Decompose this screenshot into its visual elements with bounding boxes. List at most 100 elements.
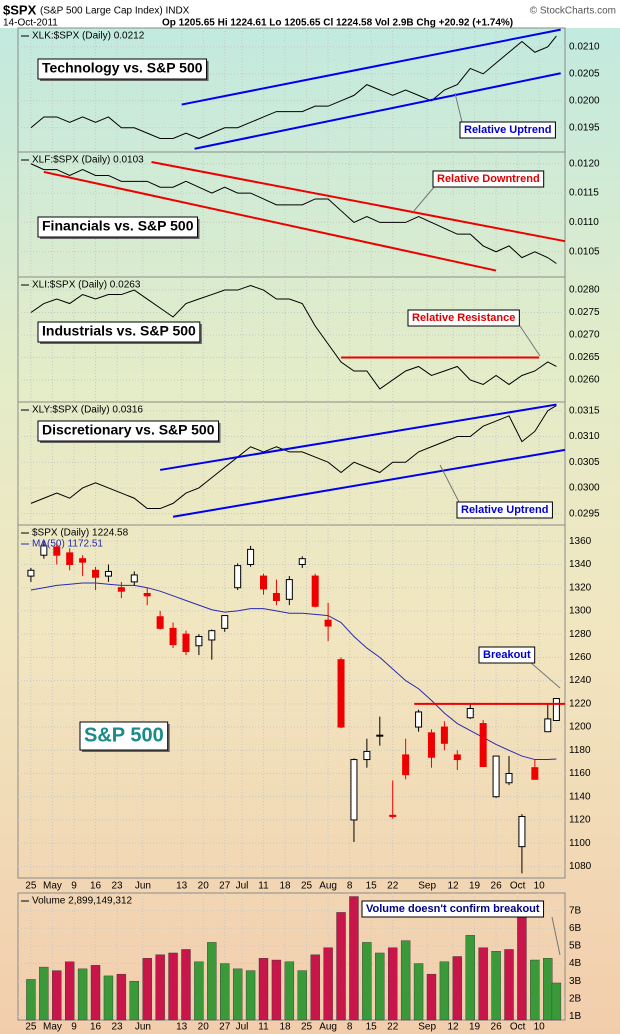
y-tick-label: 0.0295 xyxy=(569,508,600,519)
annotation-box xyxy=(361,900,545,918)
volume-bar xyxy=(323,947,333,1021)
volume-bar xyxy=(400,940,411,1021)
candle-body xyxy=(311,575,319,607)
volume-bar xyxy=(103,975,114,1021)
candle-body xyxy=(182,633,190,653)
title-box xyxy=(37,58,208,80)
trendline xyxy=(172,448,566,518)
trendline xyxy=(181,28,561,106)
volume-bar xyxy=(271,959,282,1021)
x-tick-label: Jun xyxy=(135,1022,151,1033)
x-tick-label: 23 xyxy=(112,1022,124,1033)
y-tick-label: 0.0280 xyxy=(569,285,600,296)
annotation: Relative Downtrend xyxy=(437,173,540,185)
candle-body xyxy=(363,750,371,761)
volume-bar xyxy=(439,961,450,1021)
y-tick-label: 4B xyxy=(569,958,582,969)
y-tick-label: 0.0310 xyxy=(569,431,600,442)
candle-body xyxy=(117,587,125,592)
trendline xyxy=(43,170,497,272)
trendline xyxy=(194,72,561,150)
volume-bar xyxy=(168,952,178,1021)
panel-label: XLI:$SPX (Daily) 0.0263 xyxy=(32,280,141,291)
panel-title: Technology vs. S&P 500 xyxy=(42,60,203,76)
volume-bar xyxy=(52,970,62,1021)
candle-body xyxy=(337,659,345,728)
x-tick-label: Oct xyxy=(510,1022,526,1033)
x-tick-label: 19 xyxy=(469,881,481,892)
y-tick-label: 1220 xyxy=(569,698,592,709)
x-tick-label: 12 xyxy=(447,1022,459,1033)
y-tick-label: 0.0270 xyxy=(569,330,600,341)
x-tick-label: Jul xyxy=(236,1022,249,1033)
candle-body xyxy=(479,723,487,768)
x-tick-label: 13 xyxy=(176,881,188,892)
x-tick-label: 25 xyxy=(301,881,313,892)
ratio-line xyxy=(30,35,557,140)
volume-bar xyxy=(478,947,488,1021)
candle-body xyxy=(324,619,332,627)
x-tick-label: Sep xyxy=(418,881,436,892)
volume-bar xyxy=(452,956,463,1021)
volume-bar xyxy=(551,982,562,1021)
panel-title: Discretionary vs. S&P 500 xyxy=(42,422,215,438)
quote: Op 1205.65 Hi 1224.61 Lo 1205.65 Cl 1224… xyxy=(162,18,513,29)
y-tick-label: 0.0275 xyxy=(569,307,600,318)
y-tick-label: 1120 xyxy=(569,815,591,826)
candle-body xyxy=(552,698,560,721)
x-tick-label: 25 xyxy=(25,881,37,892)
x-tick-label: 15 xyxy=(366,881,378,892)
candle-body xyxy=(285,579,293,600)
candle-body xyxy=(518,815,526,848)
title-box xyxy=(37,216,198,238)
x-tick-label: 27 xyxy=(219,1022,231,1033)
title-box xyxy=(37,420,220,442)
y-tick-label: 1300 xyxy=(569,606,592,617)
x-tick-label: Oct xyxy=(510,881,526,892)
x-tick-label: 9 xyxy=(71,881,77,892)
y-tick-label: 0.0195 xyxy=(569,122,600,133)
candle-body xyxy=(440,726,448,744)
volume-bar xyxy=(77,968,88,1021)
y-tick-label: 0.0200 xyxy=(569,95,600,106)
x-tick-label: 11 xyxy=(258,1022,269,1033)
x-tick-label: 10 xyxy=(534,881,546,892)
candle-body xyxy=(350,759,358,821)
x-tick-label: 19 xyxy=(469,1022,481,1033)
candle-body xyxy=(104,570,112,577)
x-tick-label: Sep xyxy=(418,1022,436,1033)
y-tick-label: 1B xyxy=(569,1011,582,1022)
y-tick-label: 1100 xyxy=(569,838,591,849)
volume-bar xyxy=(245,970,256,1021)
x-tick-label: 23 xyxy=(112,881,124,892)
volume-bar xyxy=(310,954,320,1021)
x-tick-label: 18 xyxy=(279,1022,291,1033)
x-tick-label: 11 xyxy=(258,881,269,892)
annotation: Relative Uptrend xyxy=(464,124,551,136)
candle-body xyxy=(53,546,61,556)
annotation: Breakout xyxy=(483,649,531,661)
volume-bar xyxy=(26,979,36,1021)
y-tick-label: 1200 xyxy=(569,722,592,733)
candle-body xyxy=(427,732,435,758)
x-tick-label: 10 xyxy=(534,1022,546,1033)
x-tick-label: 25 xyxy=(25,1022,37,1033)
x-tick-label: 13 xyxy=(176,1022,188,1033)
panel-title: S&P 500 xyxy=(84,724,164,746)
annotation: Volume doesn't confirm breakout xyxy=(366,903,540,915)
volume-bar xyxy=(465,935,475,1021)
candle-body xyxy=(40,545,48,556)
y-tick-label: 5B xyxy=(569,941,582,952)
volume-bar xyxy=(362,942,372,1021)
y-tick-label: 1320 xyxy=(569,582,592,593)
panel-label: XLF:$SPX (Daily) 0.0103 xyxy=(32,155,144,166)
volume-bar xyxy=(349,896,359,1021)
volume-bar xyxy=(530,959,540,1021)
volume-bar xyxy=(375,952,385,1021)
panel-frame xyxy=(17,524,566,879)
annotation-box xyxy=(478,646,536,664)
y-tick-label: 0.0115 xyxy=(569,188,599,199)
x-tick-label: 26 xyxy=(491,1022,503,1033)
candle-body xyxy=(234,565,242,589)
annotation-arrow xyxy=(551,916,561,956)
